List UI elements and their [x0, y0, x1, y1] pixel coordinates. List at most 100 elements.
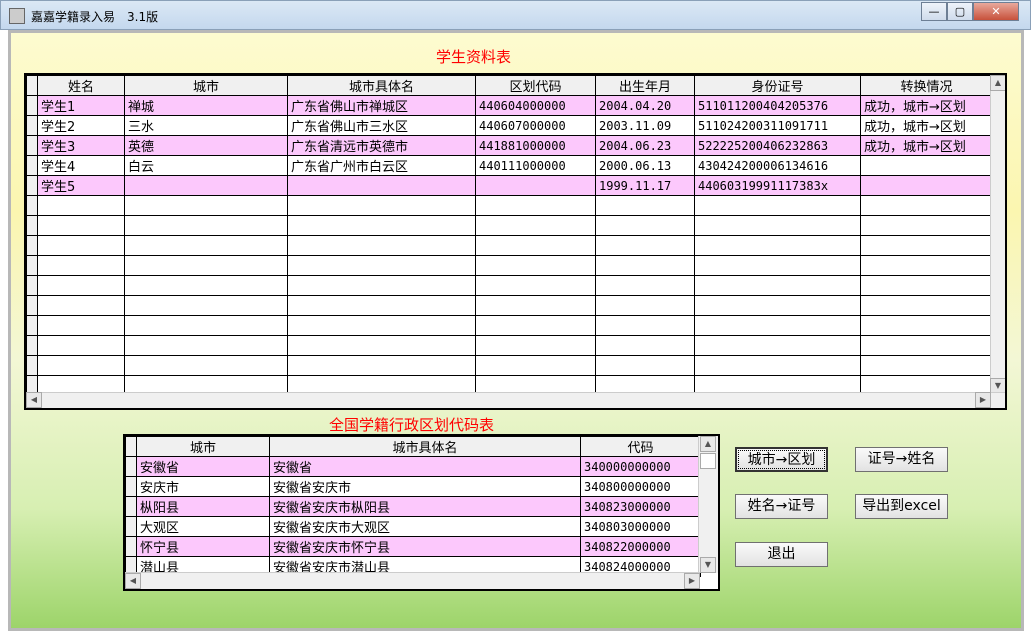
table-row[interactable]: 怀宁县 安徽省安庆市怀宁县 340822000000 [125, 536, 701, 557]
table-cell[interactable]: 2004.04.20 [595, 95, 695, 116]
table-cell[interactable] [694, 235, 861, 256]
table-cell[interactable]: 安徽省 [136, 456, 270, 477]
table-cell[interactable] [694, 215, 861, 236]
table-cell[interactable] [595, 275, 695, 296]
table-cell[interactable] [124, 295, 288, 316]
table-cell[interactable] [860, 355, 993, 376]
exit-button[interactable]: 退出 [735, 542, 828, 567]
table-cell[interactable] [287, 315, 476, 336]
column-header[interactable]: 姓名 [37, 75, 125, 96]
table-cell[interactable]: 安徽省安庆市怀宁县 [269, 536, 581, 557]
table-cell[interactable] [860, 175, 993, 196]
table-cell[interactable]: 安庆市 [136, 476, 270, 497]
scroll-left-arrow-icon[interactable]: ◀ [125, 573, 141, 589]
name-to-id-button[interactable]: 姓名→证号 [735, 494, 828, 519]
scroll-right-arrow-icon[interactable]: ▶ [684, 573, 700, 589]
table-row[interactable]: 潜山县 安徽省安庆市潜山县 340824000000 [125, 556, 701, 577]
code-grid-hscrollbar[interactable]: ◀ ▶ [125, 572, 700, 589]
maximize-button[interactable]: ▢ [947, 2, 973, 21]
table-row[interactable] [26, 315, 993, 336]
scroll-left-arrow-icon[interactable]: ◀ [26, 392, 42, 408]
table-cell[interactable] [124, 175, 288, 196]
table-row[interactable] [26, 235, 993, 256]
row-selector[interactable] [26, 195, 38, 216]
table-cell[interactable]: 广东省佛山市禅城区 [287, 95, 476, 116]
table-cell[interactable] [595, 195, 695, 216]
table-cell[interactable]: 安徽省安庆市大观区 [269, 516, 581, 537]
table-row[interactable]: 大观区 安徽省安庆市大观区 340803000000 [125, 516, 701, 537]
table-row[interactable]: 学生4 白云 广东省广州市白云区 440111000000 2000.06.13 4304… [26, 155, 993, 176]
table-cell[interactable]: 340803000000 [580, 516, 701, 537]
table-cell[interactable] [694, 195, 861, 216]
table-cell[interactable]: 学生5 [37, 175, 125, 196]
table-cell[interactable]: 44060319991117383x [694, 175, 861, 196]
row-selector[interactable] [125, 456, 137, 477]
column-header[interactable]: 城市 [124, 75, 288, 96]
table-cell[interactable] [37, 255, 125, 276]
table-cell[interactable] [694, 335, 861, 356]
table-cell[interactable] [124, 235, 288, 256]
table-row[interactable] [26, 215, 993, 236]
table-cell[interactable] [124, 215, 288, 236]
table-row[interactable]: 学生1 禅城 广东省佛山市禅城区 440604000000 2004.04.20 5110… [26, 95, 993, 116]
column-header[interactable]: 城市 [136, 436, 270, 457]
row-selector[interactable] [26, 155, 38, 176]
table-cell[interactable] [860, 215, 993, 236]
table-cell[interactable]: 340000000000 [580, 456, 701, 477]
table-cell[interactable]: 学生3 [37, 135, 125, 156]
table-cell[interactable] [860, 335, 993, 356]
table-cell[interactable]: 大观区 [136, 516, 270, 537]
table-cell[interactable] [595, 315, 695, 336]
table-cell[interactable] [860, 315, 993, 336]
scroll-thumb[interactable] [700, 453, 716, 469]
table-cell[interactable] [595, 355, 695, 376]
table-row[interactable] [26, 335, 993, 356]
row-selector[interactable] [26, 175, 38, 196]
table-row[interactable] [26, 275, 993, 296]
table-cell[interactable] [37, 215, 125, 236]
table-cell[interactable]: 学生4 [37, 155, 125, 176]
row-selector[interactable] [125, 516, 137, 537]
table-row[interactable]: 安庆市 安徽省安庆市 340800000000 [125, 476, 701, 497]
table-cell[interactable] [475, 215, 596, 236]
row-selector[interactable] [26, 315, 38, 336]
code-grid-vscrollbar[interactable]: ▲ ▼ [698, 436, 718, 573]
table-cell[interactable] [694, 295, 861, 316]
table-cell[interactable] [287, 215, 476, 236]
column-header[interactable]: 城市具体名 [269, 436, 581, 457]
row-selector[interactable] [26, 255, 38, 276]
column-header[interactable]: 区划代码 [475, 75, 596, 96]
table-cell[interactable] [860, 295, 993, 316]
table-cell[interactable] [37, 355, 125, 376]
table-cell[interactable]: 1999.11.17 [595, 175, 695, 196]
column-header[interactable]: 代码 [580, 436, 701, 457]
table-cell[interactable] [124, 275, 288, 296]
table-cell[interactable]: 安徽省安庆市枞阳县 [269, 496, 581, 517]
table-cell[interactable]: 英德 [124, 135, 288, 156]
table-cell[interactable] [475, 275, 596, 296]
minimize-button[interactable]: — [921, 2, 947, 21]
table-cell[interactable]: 广东省广州市白云区 [287, 155, 476, 176]
table-cell[interactable] [475, 255, 596, 276]
row-selector[interactable] [26, 215, 38, 236]
table-cell[interactable]: 广东省清远市英德市 [287, 135, 476, 156]
table-cell[interactable] [595, 215, 695, 236]
table-cell[interactable] [287, 175, 476, 196]
table-cell[interactable]: 522225200406232863 [694, 135, 861, 156]
table-cell[interactable] [37, 335, 125, 356]
table-cell[interactable]: 340822000000 [580, 536, 701, 557]
table-row[interactable]: 学生2 三水 广东省佛山市三水区 440607000000 2003.11.09 5110… [26, 115, 993, 136]
export-excel-button[interactable]: 导出到excel [855, 494, 948, 519]
row-selector[interactable] [26, 295, 38, 316]
table-cell[interactable] [860, 255, 993, 276]
row-selector[interactable] [125, 496, 137, 517]
column-header[interactable]: 城市具体名 [287, 75, 476, 96]
scroll-right-arrow-icon[interactable]: ▶ [975, 392, 991, 408]
table-cell[interactable] [37, 315, 125, 336]
table-cell[interactable]: 枞阳县 [136, 496, 270, 517]
column-header[interactable]: 身份证号 [694, 75, 861, 96]
table-cell[interactable]: 安徽省安庆市 [269, 476, 581, 497]
table-row[interactable]: 安徽省 安徽省 340000000000 [125, 456, 701, 477]
table-cell[interactable]: 430424200006134616 [694, 155, 861, 176]
table-row[interactable] [26, 295, 993, 316]
